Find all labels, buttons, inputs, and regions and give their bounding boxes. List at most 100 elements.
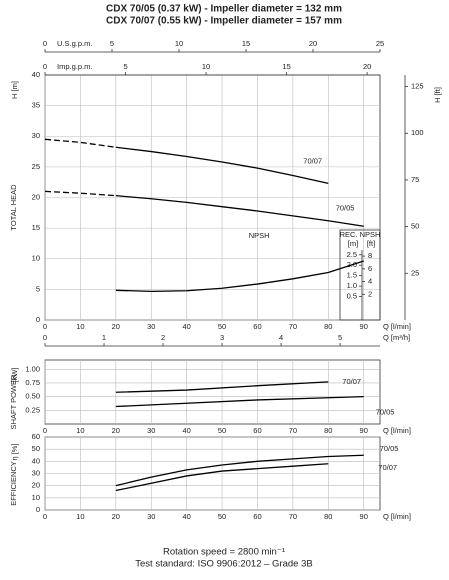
npsh-tick-label: 1.5 — [347, 271, 357, 280]
top-tick-label: 4 — [279, 333, 283, 342]
x-tick-label: 50 — [218, 322, 226, 331]
x-tick-label: 60 — [253, 512, 261, 521]
x-tick-label: 30 — [147, 512, 155, 521]
curve-label: 70/07 — [378, 463, 397, 472]
x-tick-label: 60 — [253, 322, 261, 331]
npsh-unit: [ft] — [367, 239, 375, 248]
footer: Rotation speed = 2800 min⁻¹ — [163, 547, 285, 558]
y-tick-label: 0 — [36, 315, 40, 324]
top-tick-label: 5 — [110, 39, 114, 48]
curve — [115, 195, 364, 227]
x-axis-label: Q [l/min] — [383, 322, 411, 331]
y-tick-label: 1.00 — [25, 364, 40, 373]
right-tick-label: 25 — [411, 268, 419, 277]
npsh-ft-tick-label: 2 — [368, 289, 372, 298]
plot-area — [44, 359, 381, 425]
y-tick-label: 50 — [32, 444, 40, 453]
y-axis-label: H [m] — [10, 81, 19, 99]
top-tick-label: 0 — [43, 39, 47, 48]
y-axis-title: SHAFT POWER — [9, 374, 18, 429]
right-axis-label: H [ft] — [433, 87, 442, 103]
npsh-title: REC. NPSH — [340, 230, 381, 239]
y-tick-label: 40 — [32, 70, 40, 79]
x-tick-label: 80 — [324, 426, 332, 435]
npsh-tick-label: 2.5 — [347, 250, 357, 259]
x-tick-label: 0 — [43, 322, 47, 331]
y-tick-label: 20 — [32, 481, 40, 490]
y-tick-label: 0.75 — [25, 378, 40, 387]
x-axis-label: Q [l/min] — [383, 426, 411, 435]
right-tick-label: 75 — [411, 175, 419, 184]
curve — [115, 381, 329, 393]
x-tick-label: 20 — [112, 426, 120, 435]
top-axis-label: U.S.g.p.m. — [57, 39, 92, 48]
x-tick-label: 90 — [360, 322, 368, 331]
curve-extrapolated — [44, 138, 116, 148]
npsh-tick-label: 0.5 — [347, 292, 357, 301]
right-tick-label: 125 — [411, 82, 424, 91]
curve-label: 70/07 — [342, 377, 361, 386]
top-tick-label: 0 — [43, 333, 47, 342]
title: CDX 70/07 (0.55 kW) - Impeller diameter … — [106, 16, 342, 27]
top-tick-label: 5 — [338, 333, 342, 342]
y-tick-label: 10 — [32, 254, 40, 263]
y-tick-label: 25 — [32, 162, 40, 171]
y-tick-label: 0 — [36, 505, 40, 514]
top-tick-label: 15 — [242, 39, 250, 48]
x-tick-label: 30 — [147, 322, 155, 331]
x-axis-label: Q [l/min] — [383, 512, 411, 521]
x-tick-label: 30 — [147, 426, 155, 435]
x-tick-label: 80 — [324, 322, 332, 331]
curve-extrapolated — [44, 190, 116, 197]
y-tick-label: 60 — [32, 432, 40, 441]
npsh-ft-tick-label: 8 — [368, 251, 372, 260]
footer: Test standard: ISO 9906:2012 – Grade 3B — [135, 559, 312, 570]
curve-label: 70/05 — [380, 444, 399, 453]
x-tick-label: 90 — [360, 426, 368, 435]
top-tick-label: 10 — [175, 39, 183, 48]
x-tick-label: 10 — [76, 512, 84, 521]
right-tick-label: 50 — [411, 222, 419, 231]
top-tick-label: 15 — [282, 62, 290, 71]
x-tick-label: 10 — [76, 322, 84, 331]
y-tick-label: 5 — [36, 284, 40, 293]
x-tick-label: 0 — [43, 512, 47, 521]
npsh-inset — [339, 229, 381, 321]
curve-label: 70/07 — [303, 156, 322, 165]
top-tick-label: 2 — [161, 333, 165, 342]
x-tick-label: 40 — [182, 322, 190, 331]
top-tick-label: 5 — [123, 62, 127, 71]
top-tick-label: 1 — [102, 333, 106, 342]
y-tick-label: 40 — [32, 456, 40, 465]
curve — [115, 463, 329, 492]
y-axis-label: [kW] — [10, 368, 19, 383]
top-axis-label: Imp.g.p.m. — [57, 62, 92, 71]
y-tick-label: 10 — [32, 493, 40, 502]
x-tick-label: 50 — [218, 426, 226, 435]
y-tick-label: 0.50 — [25, 392, 40, 401]
curve-label: NPSH — [249, 231, 270, 240]
y-axis-label: η [%] — [10, 443, 19, 460]
y-axis-title: EFFICIENCY — [9, 461, 18, 506]
y-axis-title: TOTAL HEAD — [9, 184, 18, 231]
x-tick-label: 40 — [182, 512, 190, 521]
x-tick-label: 70 — [289, 426, 297, 435]
npsh-ft-tick-label: 6 — [368, 264, 372, 273]
x-tick-label: 0 — [43, 426, 47, 435]
curve — [115, 454, 364, 487]
top-tick-label: 25 — [376, 39, 384, 48]
x-tick-label: 20 — [112, 322, 120, 331]
x-tick-label: 70 — [289, 322, 297, 331]
npsh-unit: [m] — [348, 239, 358, 248]
x-tick-label: 90 — [360, 512, 368, 521]
y-tick-label: 0.25 — [25, 405, 40, 414]
top-tick-label: 3 — [220, 333, 224, 342]
top-axis-label: Q [m³/h] — [383, 333, 410, 342]
curve — [115, 396, 364, 408]
x-tick-label: 70 — [289, 512, 297, 521]
y-tick-label: 20 — [32, 192, 40, 201]
x-tick-label: 10 — [76, 426, 84, 435]
y-tick-label: 15 — [32, 223, 40, 232]
